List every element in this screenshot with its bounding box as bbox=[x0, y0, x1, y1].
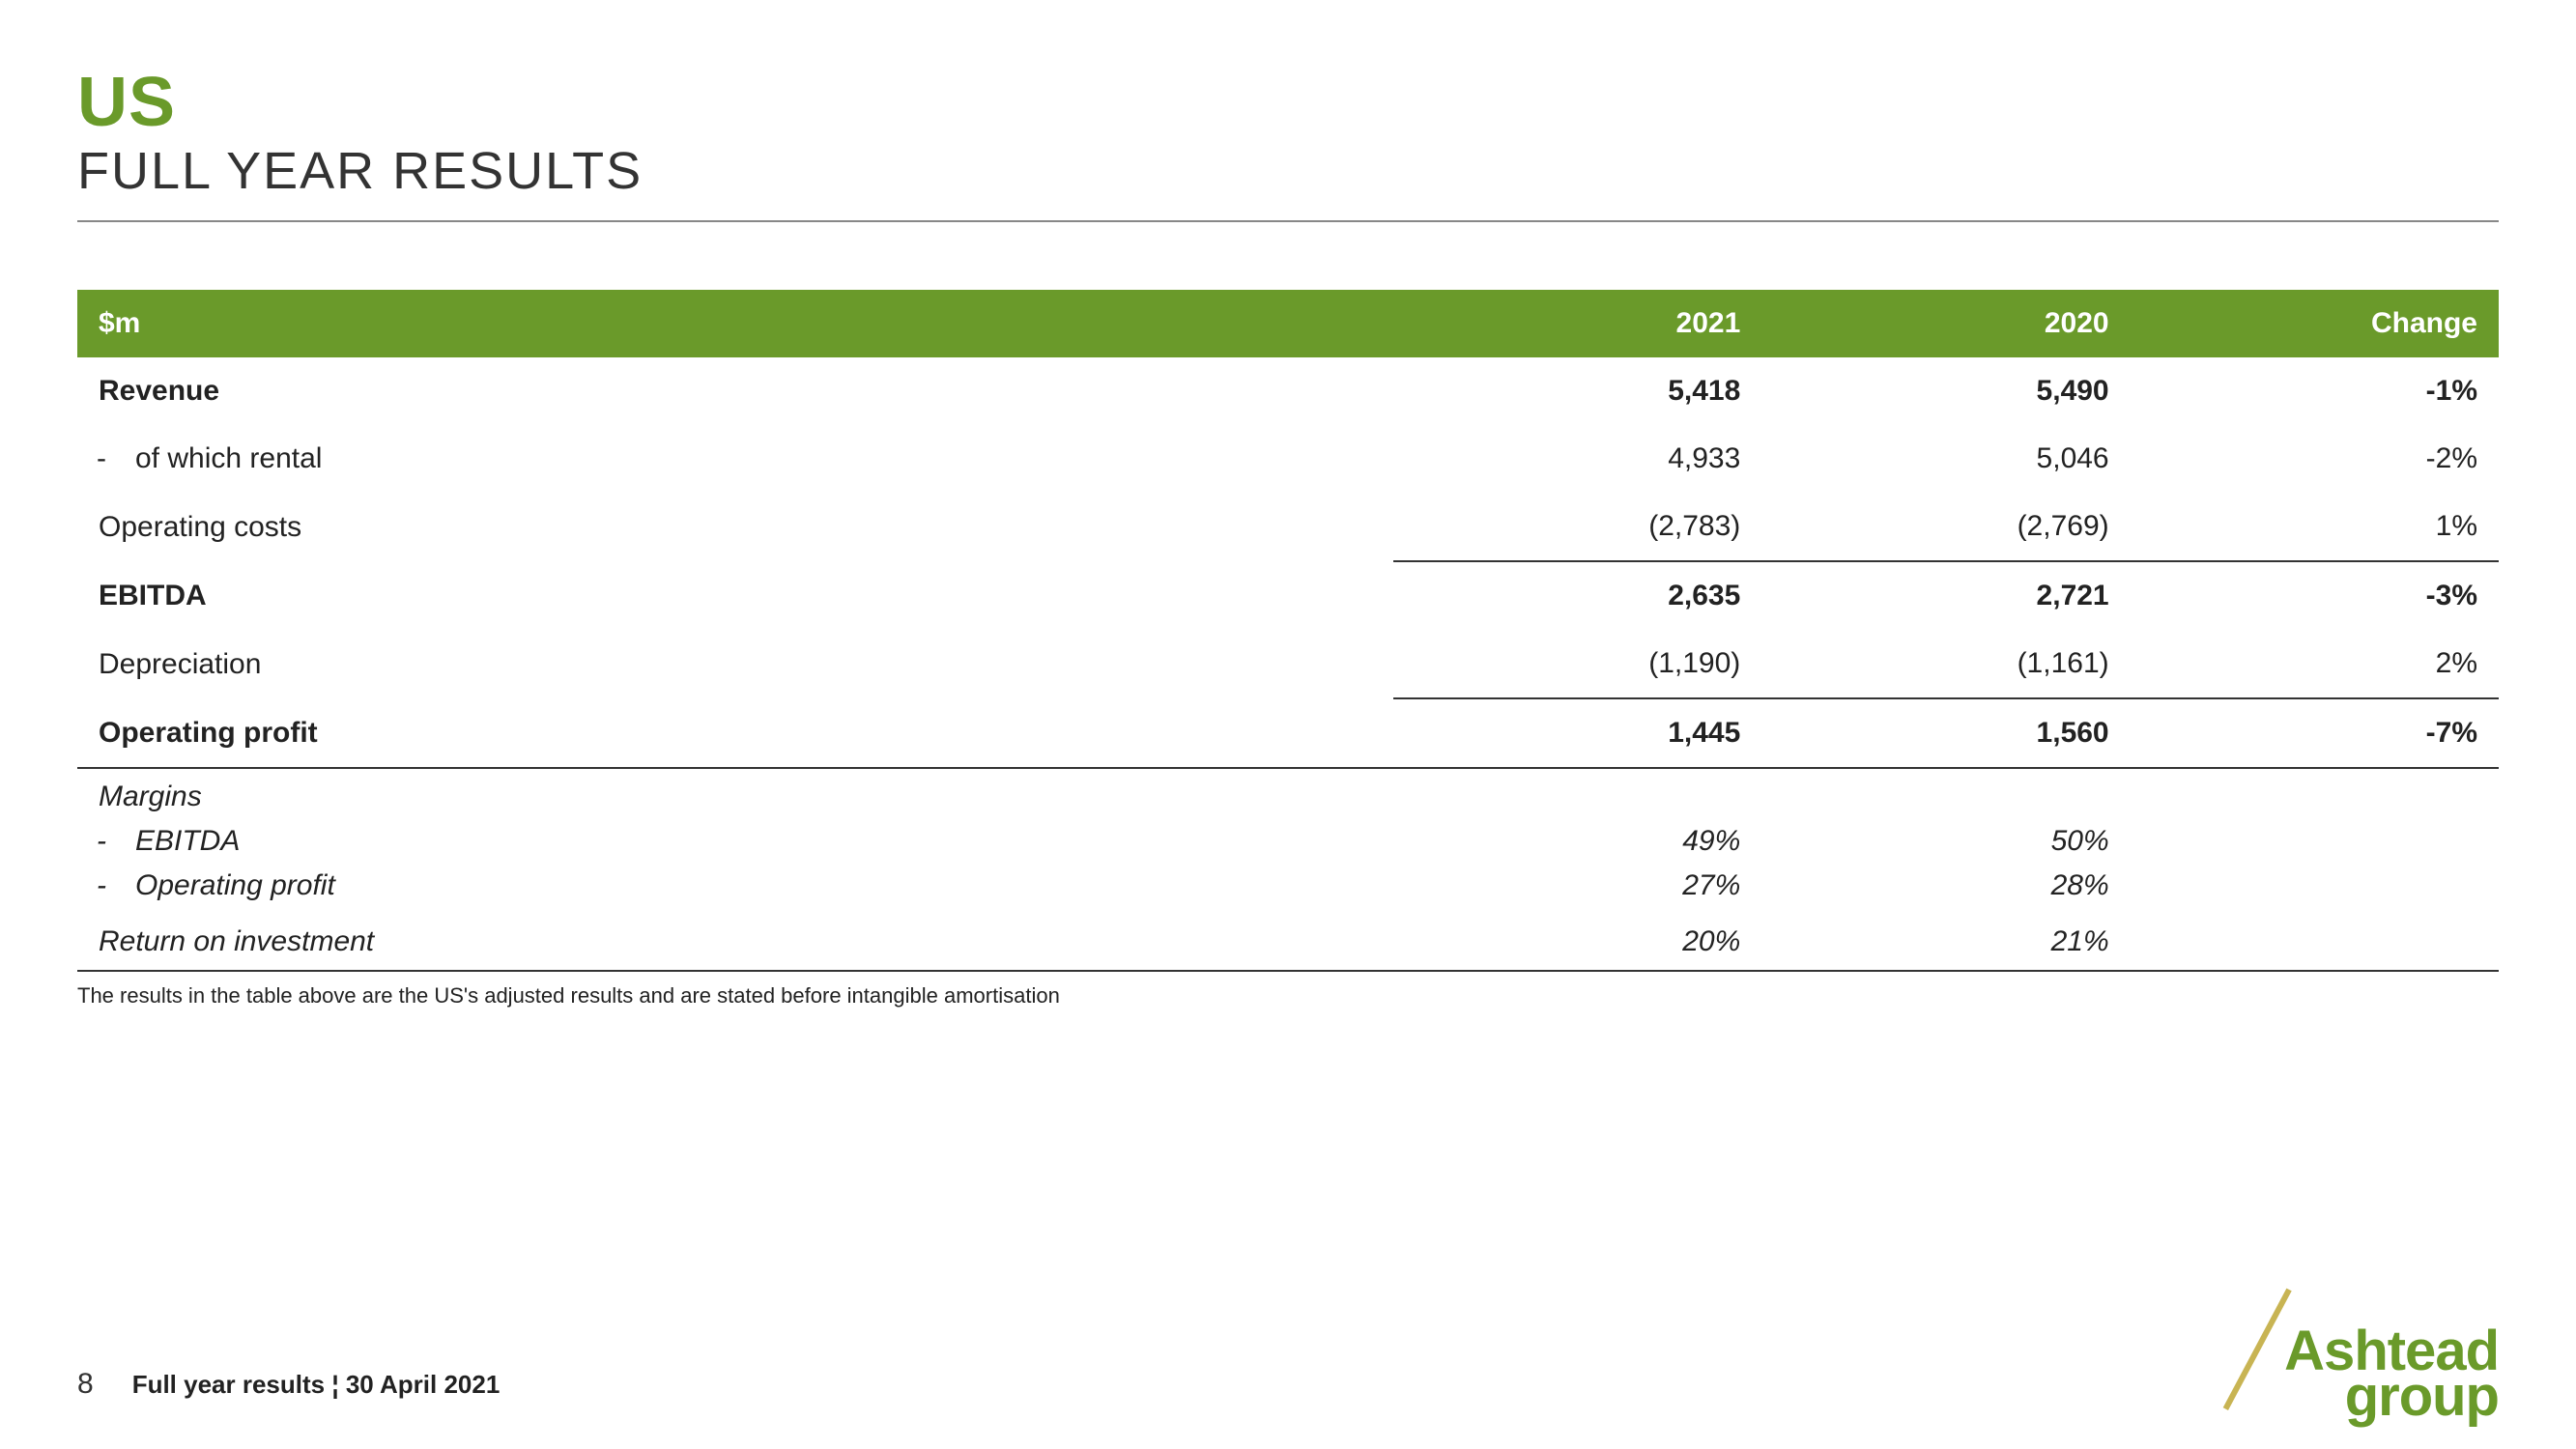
row-label: Revenue bbox=[77, 357, 1393, 425]
margin-row: -EBITDA49%50% bbox=[77, 819, 2499, 864]
cell-value: 5,490 bbox=[1761, 357, 2130, 425]
title-sub: FULL YEAR RESULTS bbox=[77, 141, 2499, 201]
cell-value: (2,783) bbox=[1393, 493, 1761, 561]
row-label: -of which rental bbox=[77, 425, 1393, 493]
cell-value: 20% bbox=[1393, 908, 1761, 971]
margins-heading: Margins bbox=[77, 768, 1393, 819]
cell-value: -7% bbox=[2131, 698, 2499, 768]
cell-value: 2,721 bbox=[1761, 561, 2130, 630]
cell-value: 1,445 bbox=[1393, 698, 1761, 768]
cell-value: 49% bbox=[1393, 819, 1761, 864]
table-row: Revenue5,4185,490-1% bbox=[77, 357, 2499, 425]
cell-value: (1,190) bbox=[1393, 630, 1761, 698]
cell-value: 1,560 bbox=[1761, 698, 2130, 768]
row-label: -Operating profit bbox=[77, 864, 1393, 908]
table-row: -of which rental4,9335,046-2% bbox=[77, 425, 2499, 493]
slide-title: US FULL YEAR RESULTS bbox=[77, 68, 2499, 222]
cell-value: 27% bbox=[1393, 864, 1761, 908]
title-main: US bbox=[77, 68, 2499, 137]
header-label: $m bbox=[77, 290, 1393, 357]
table-header-row: $m 2021 2020 Change bbox=[77, 290, 2499, 357]
footer-text: Full year results ¦ 30 April 2021 bbox=[132, 1370, 501, 1400]
row-label: -EBITDA bbox=[77, 819, 1393, 864]
cell-value: 4,933 bbox=[1393, 425, 1761, 493]
row-label: EBITDA bbox=[77, 561, 1393, 630]
cell-value: (1,161) bbox=[1761, 630, 2130, 698]
margins-heading-row: Margins bbox=[77, 768, 2499, 819]
footnote: The results in the table above are the U… bbox=[77, 983, 2499, 1009]
header-col-2021: 2021 bbox=[1393, 290, 1761, 357]
cell-value: -1% bbox=[2131, 357, 2499, 425]
table-row: Operating profit1,4451,560-7% bbox=[77, 698, 2499, 768]
page-number: 8 bbox=[77, 1368, 94, 1401]
cell-value: 21% bbox=[1761, 908, 2130, 971]
row-label: Operating costs bbox=[77, 493, 1393, 561]
cell-value: -3% bbox=[2131, 561, 2499, 630]
footer: 8 Full year results ¦ 30 April 2021 bbox=[77, 1368, 500, 1401]
cell-value: 2,635 bbox=[1393, 561, 1761, 630]
header-col-2020: 2020 bbox=[1761, 290, 2130, 357]
row-label: Operating profit bbox=[77, 698, 1393, 768]
cell-value: -2% bbox=[2131, 425, 2499, 493]
cell-value: (2,769) bbox=[1761, 493, 2130, 561]
margin-row: -Operating profit27%28% bbox=[77, 864, 2499, 908]
header-col-change: Change bbox=[2131, 290, 2499, 357]
cell-value: 28% bbox=[1761, 864, 2130, 908]
results-table: $m 2021 2020 Change Revenue5,4185,490-1%… bbox=[77, 290, 2499, 972]
cell-value: 50% bbox=[1761, 819, 2130, 864]
table-row: EBITDA2,6352,721-3% bbox=[77, 561, 2499, 630]
roi-row: Return on investment20%21% bbox=[77, 908, 2499, 971]
cell-value: 2% bbox=[2131, 630, 2499, 698]
row-label: Depreciation bbox=[77, 630, 1393, 698]
title-underline bbox=[77, 220, 2499, 222]
logo-slash-icon bbox=[2223, 1289, 2292, 1410]
table-row: Depreciation(1,190)(1,161)2% bbox=[77, 630, 2499, 698]
cell-value: 5,046 bbox=[1761, 425, 2130, 493]
row-label: Return on investment bbox=[77, 908, 1393, 971]
cell-value: 1% bbox=[2131, 493, 2499, 561]
ashtead-logo: Ashtead group bbox=[2284, 1328, 2499, 1420]
table-row: Operating costs(2,783)(2,769)1% bbox=[77, 493, 2499, 561]
cell-value: 5,418 bbox=[1393, 357, 1761, 425]
